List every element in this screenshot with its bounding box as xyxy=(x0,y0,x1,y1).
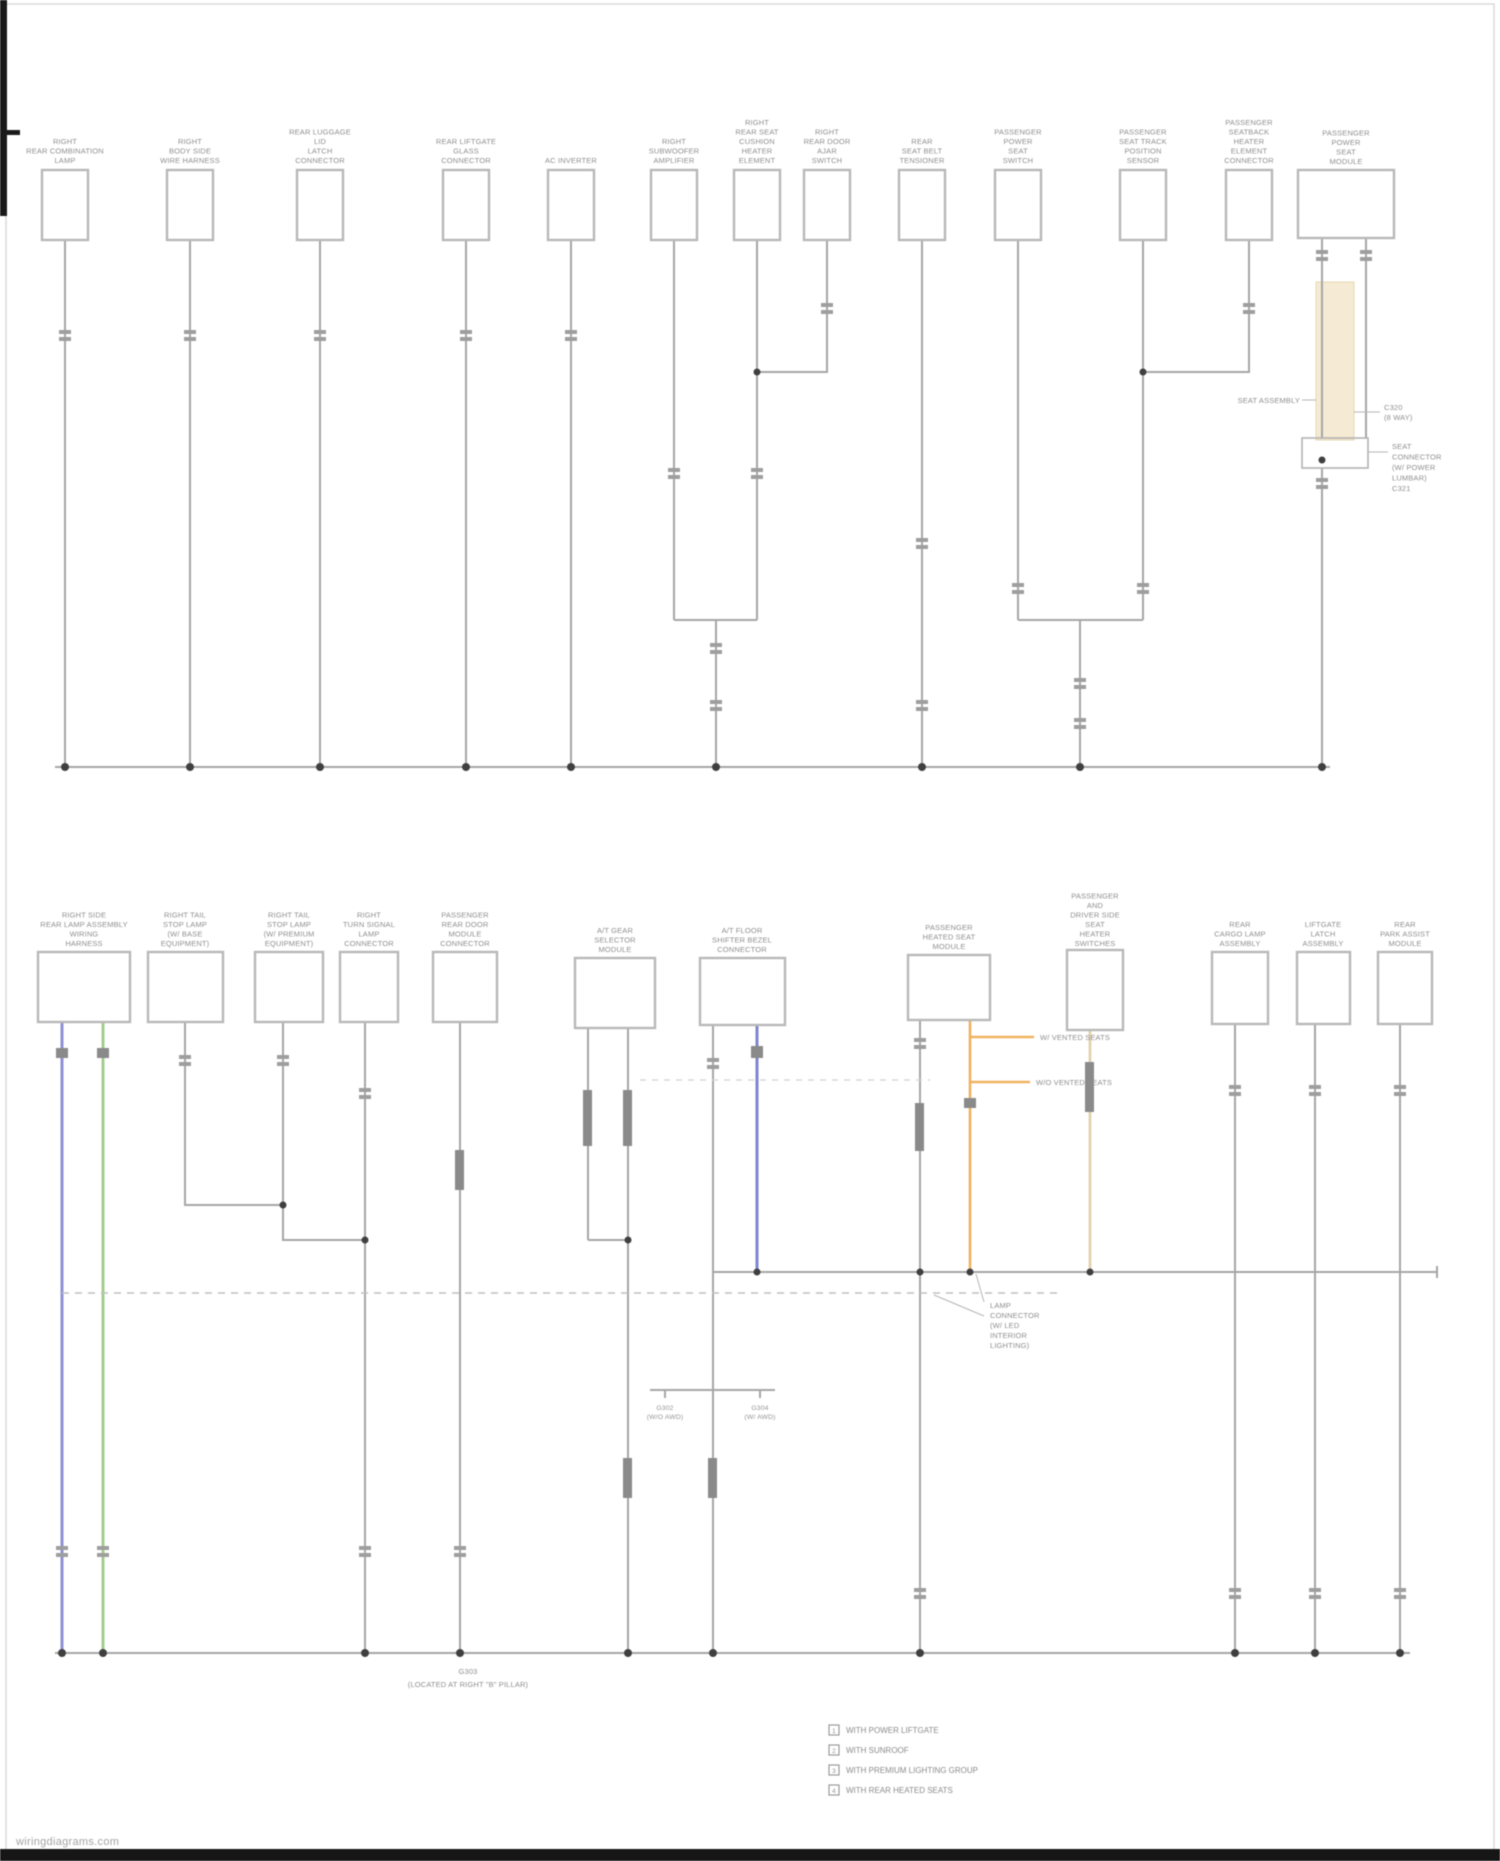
ground-option-label-left: G302 (W/O AWD) xyxy=(647,1405,684,1421)
component-box xyxy=(338,950,400,1024)
bottom-splice-dots xyxy=(58,1201,1404,1657)
top-component-labels: RIGHT REAR COMBINATION LAMP RIGHT BODY SIDE… xyxy=(26,118,1370,166)
bottom-wires xyxy=(184,1020,1438,1653)
bottom-inline-connectors xyxy=(56,1038,1406,1599)
annotation-leaders-bottom xyxy=(933,1273,985,1317)
component-label: A/T GEAR SELECTOR MODULE xyxy=(594,926,636,954)
component-box xyxy=(897,168,947,242)
option-stub-label-2: W/O VENTED SEATS xyxy=(1036,1078,1112,1087)
component-box xyxy=(732,168,782,242)
scan-edge-artifact-bottom xyxy=(0,1849,1500,1861)
component-box xyxy=(1295,950,1352,1026)
legend-item-1: WITH POWER LIFTGATE xyxy=(846,1726,939,1735)
component-label: A/T FLOOR SHIFTER BEZEL CONNECTOR xyxy=(712,926,772,954)
component-label: REAR LUGGAGE LID LATCH CONNECTOR xyxy=(289,128,351,166)
legend-item-4: WITH REAR HEATED SEATS xyxy=(846,1786,953,1795)
top-section: RIGHT REAR COMBINATION LAMP RIGHT BODY SIDE… xyxy=(26,118,1442,771)
top-splice-dots xyxy=(61,368,1326,771)
component-box xyxy=(906,953,992,1022)
legend-box-4 xyxy=(828,1784,840,1796)
component-label: RIGHT SIDE REAR LAMP ASSEMBLY WIRING HARNES… xyxy=(40,911,127,949)
component-box xyxy=(802,168,852,242)
bottom-component-labels: RIGHT SIDE REAR LAMP ASSEMBLY WIRING HARNES… xyxy=(40,892,1430,955)
legend-num-4: 4 xyxy=(832,1788,836,1795)
component-box xyxy=(1376,950,1434,1026)
bottom-section: RIGHT SIDE REAR LAMP ASSEMBLY WIRING HARNES… xyxy=(36,892,1438,1689)
component-box xyxy=(993,168,1043,242)
component-label: LIFTGATE LATCH ASSEMBLY xyxy=(1302,920,1343,948)
component-label: PASSENGER SEATBACK HEATER ELEMENT CONNECTOR xyxy=(1224,118,1274,165)
component-label: AC INVERTER xyxy=(545,156,597,165)
annotation-leaders-top xyxy=(1302,399,1388,453)
watermark: wiringdiagrams.com xyxy=(15,1836,119,1848)
component-box xyxy=(441,168,491,242)
component-box xyxy=(1065,948,1125,1032)
component-box xyxy=(36,950,132,1024)
component-label: RIGHT REAR SEAT CUSHION HEATER ELEMENT xyxy=(735,118,779,165)
component-box xyxy=(253,950,325,1024)
component-box xyxy=(295,168,345,242)
option-note-block: SEAT CONNECTOR (W/ POWER LUMBAR) C321 xyxy=(1392,442,1442,493)
component-label: RIGHT REAR DOOR AJAR SWITCH xyxy=(804,128,851,166)
component-label: RIGHT TAIL STOP LAMP (W/ BASE EQUIPMENT) xyxy=(161,911,210,949)
scan-edge-artifact-left xyxy=(0,0,7,216)
component-label: RIGHT BODY SIDE WIRE HARNESS xyxy=(160,137,220,165)
top-inline-connectors xyxy=(59,250,1372,729)
legend-item-3: WITH PREMIUM LIGHTING GROUP xyxy=(846,1766,978,1775)
ground-location-label: G303 (LOCATED AT RIGHT "B" PILLAR) xyxy=(408,1667,529,1689)
legend-box-3 xyxy=(828,1764,840,1776)
component-box-large xyxy=(1296,168,1396,240)
bottom-component-boxes xyxy=(36,948,1434,1032)
mid-annotation-block: LAMP CONNECTOR (W/ LED INTERIOR LIGHTING) xyxy=(990,1301,1040,1350)
component-label: RIGHT REAR COMBINATION LAMP xyxy=(26,137,104,165)
legend-box-2 xyxy=(828,1744,840,1756)
component-box xyxy=(698,956,787,1027)
inline-connector-box xyxy=(1301,437,1369,469)
top-component-boxes xyxy=(40,168,1396,242)
component-label: PASSENGER SEAT TRACK POSITION SENSOR xyxy=(1119,128,1167,166)
component-box xyxy=(1224,168,1274,242)
component-label: REAR PARK ASSIST MODULE xyxy=(1380,920,1430,948)
ground-option-label-right: G304 (W/ AWD) xyxy=(744,1405,775,1421)
option-stub-label-1: W/ VENTED SEATS xyxy=(1040,1033,1110,1042)
legend-item-2: WITH SUNROOF xyxy=(846,1746,909,1755)
legend: 1 2 3 4 WITH POWER LIFTGATE WITH SUNROOF… xyxy=(828,1724,978,1796)
component-label: PASSENGER POWER SEAT MODULE xyxy=(1322,129,1370,167)
component-label: REAR CARGO LAMP ASSEMBLY xyxy=(1214,920,1266,948)
component-box xyxy=(431,950,499,1024)
component-box xyxy=(649,168,699,242)
component-box xyxy=(40,168,90,242)
top-wires xyxy=(64,238,1367,767)
scan-edge-artifact-stub xyxy=(0,130,20,135)
legend-num-2: 2 xyxy=(832,1748,836,1755)
component-box xyxy=(546,168,596,242)
component-label: PASSENGER POWER SEAT SWITCH xyxy=(994,128,1042,166)
component-box xyxy=(146,950,225,1024)
component-label: RIGHT SUBWOOFER AMPLIFIER xyxy=(649,137,700,165)
component-label: PASSENGER REAR DOOR MODULE CONNECTOR xyxy=(440,911,490,949)
legend-num-1: 1 xyxy=(832,1728,836,1735)
component-label: REAR LIFTGATE GLASS CONNECTOR xyxy=(436,137,496,165)
component-box xyxy=(1118,168,1168,242)
component-label: RIGHT TURN SIGNAL LAMP CONNECTOR xyxy=(343,911,395,949)
assembly-annotation: SEAT ASSEMBLY xyxy=(1238,396,1300,405)
legend-box-1 xyxy=(828,1724,840,1736)
component-label: PASSENGER AND DRIVER SIDE SEAT HEATER SWITCHE… xyxy=(1070,892,1120,949)
component-label: RIGHT TAIL STOP LAMP (W/ PREMIUM EQUIPMENT) xyxy=(264,911,315,949)
component-box xyxy=(1210,950,1270,1026)
orange-wire xyxy=(968,1020,1034,1272)
component-box xyxy=(573,956,657,1030)
component-label: REAR SEAT BELT TENSIONER xyxy=(899,137,945,165)
legend-num-3: 3 xyxy=(832,1768,836,1775)
connector-note: C320 (8 WAY) xyxy=(1384,403,1413,422)
component-box xyxy=(165,168,215,242)
component-label: PASSENGER HEATED SEAT MODULE xyxy=(923,923,976,951)
